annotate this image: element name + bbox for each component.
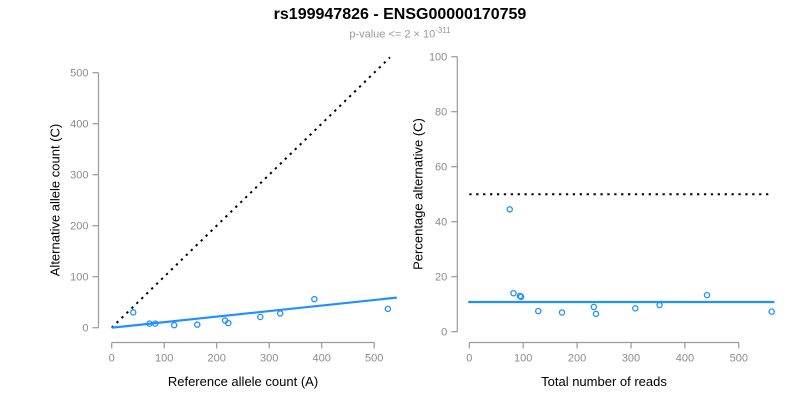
x-tick-label: 200 <box>568 353 586 365</box>
data-point <box>558 309 566 316</box>
data-point <box>590 303 598 311</box>
x-tick-label: 400 <box>313 353 331 365</box>
y-tick-label: 400 <box>70 119 88 131</box>
p-value-text: p-value <= 2 × 10 <box>349 28 436 41</box>
plot-subtitle: p-value <= 2 × 10-311 <box>0 26 800 41</box>
left-x-axis-title: Reference allele count (A) <box>167 374 319 389</box>
data-point <box>152 320 159 327</box>
data-point <box>170 321 178 329</box>
y-tick-label: 100 <box>429 52 447 64</box>
p-value-exponent: -311 <box>435 26 451 35</box>
data-point <box>311 295 318 303</box>
y-tick-label: 40 <box>435 217 447 229</box>
data-point <box>703 291 711 299</box>
x-tick-label: 0 <box>109 353 115 365</box>
y-tick-label: 0 <box>441 327 447 339</box>
data-point <box>224 319 232 327</box>
x-tick-label: 300 <box>260 353 278 365</box>
data-point <box>129 309 137 316</box>
data-point <box>517 293 525 301</box>
y-tick-label: 60 <box>435 162 447 174</box>
x-tick-label: 500 <box>365 353 383 365</box>
data-point <box>535 307 542 315</box>
x-tick-label: 400 <box>676 353 694 365</box>
data-point <box>592 310 600 318</box>
y-tick-label: 0 <box>82 323 88 335</box>
y-tick-label: 80 <box>435 107 447 119</box>
x-tick-label: 200 <box>208 353 226 365</box>
y-tick-label: 20 <box>435 272 447 284</box>
data-point <box>506 206 513 213</box>
right-x-axis-title: Total number of reads <box>541 374 667 389</box>
data-point <box>384 305 392 313</box>
y-tick-label: 200 <box>70 221 88 233</box>
data-point <box>768 308 775 315</box>
x-tick-label: 300 <box>622 353 640 365</box>
data-point <box>194 321 201 328</box>
identity-line <box>111 56 391 329</box>
plot-title: rs199947826 - ENSG00000170759 <box>273 6 527 23</box>
y-tick-label: 100 <box>70 272 88 284</box>
left-y-axis-title: Alternative allele count (C) <box>47 123 63 277</box>
data-point <box>257 313 264 321</box>
left-plot: 0 100 200 300 400 500 0 100 200 300 400 500 <box>70 56 397 365</box>
data-point <box>276 310 284 317</box>
y-tick-label: 500 <box>70 68 88 80</box>
data-point <box>510 289 517 297</box>
x-tick-label: 500 <box>730 353 748 365</box>
y-tick-label: 300 <box>70 170 88 182</box>
data-point <box>632 305 639 312</box>
x-tick-label: 100 <box>514 353 532 365</box>
fit-line <box>111 296 397 329</box>
x-tick-label: 100 <box>155 353 173 365</box>
right-plot: 0 100 200 300 400 500 0 20 40 60 80 100 <box>429 52 775 365</box>
data-point <box>656 301 663 309</box>
right-y-axis-title: Percentage alternative (C) <box>410 118 426 270</box>
x-tick-label: 0 <box>466 353 472 365</box>
